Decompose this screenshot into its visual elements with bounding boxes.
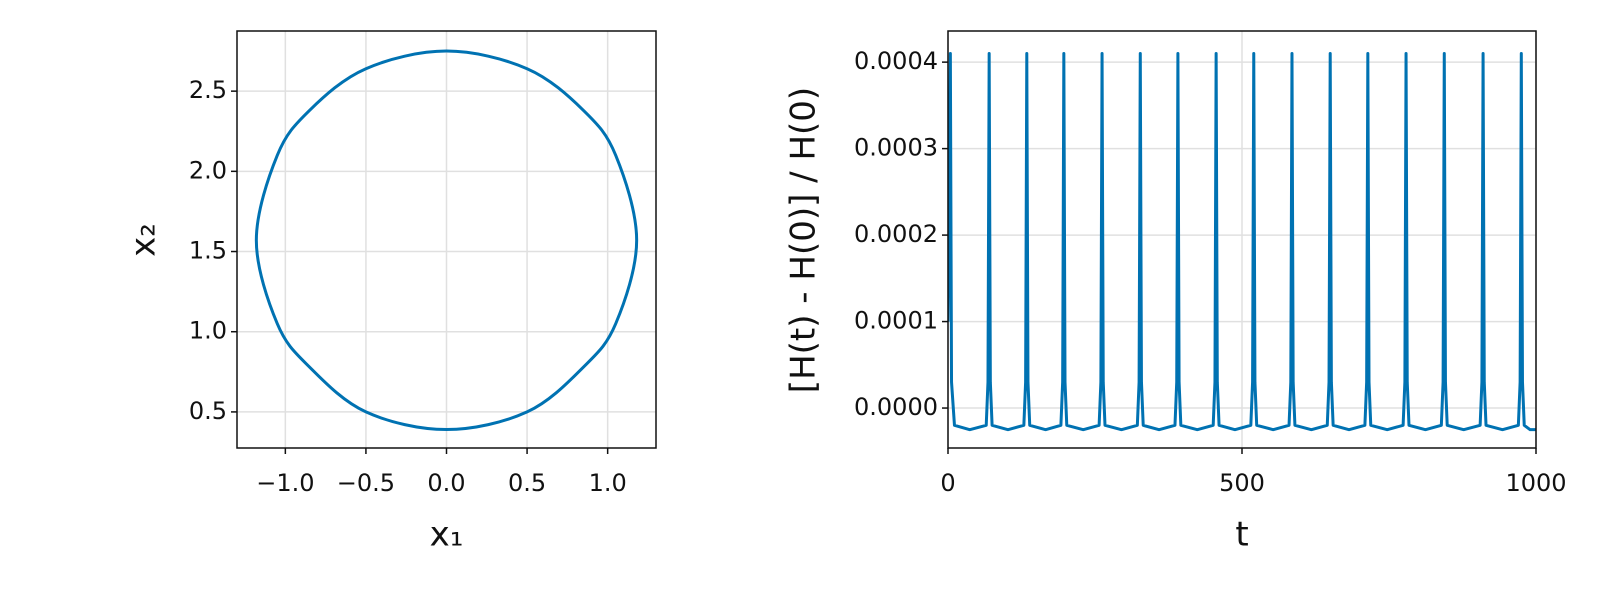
data-line xyxy=(254,49,639,432)
y-tick-label: 2.0 xyxy=(189,156,227,184)
axes-frame xyxy=(236,30,657,449)
axes-frame xyxy=(947,30,1537,449)
x-tick-label: 1.0 xyxy=(589,469,627,497)
x-tick-label: −0.5 xyxy=(337,469,395,497)
x-tick-label: 0 xyxy=(940,469,955,497)
y-tick-label: 0.5 xyxy=(189,397,227,425)
x-axis-label: t xyxy=(1235,515,1248,555)
x-tick-label: 500 xyxy=(1219,469,1265,497)
x-tick-label: 1000 xyxy=(1505,469,1566,497)
data-line xyxy=(948,51,1536,432)
x-tick-label: −1.0 xyxy=(256,469,314,497)
x-axis-label: x₁ xyxy=(430,515,464,555)
y-tick-label: 0.0004 xyxy=(854,47,938,75)
y-tick-label: 1.5 xyxy=(189,237,227,265)
y-tick-label: 0.0000 xyxy=(854,393,938,421)
y-axis-label: [H(t) - H(0)] / H(0) xyxy=(784,87,824,393)
y-tick-label: 0.0002 xyxy=(854,220,938,248)
y-tick-label: 0.0003 xyxy=(854,134,938,162)
x-tick-label: 0.5 xyxy=(508,469,546,497)
y-tick-label: 0.0001 xyxy=(854,307,938,335)
y-axis-label: x₂ xyxy=(124,223,164,257)
plot-area xyxy=(948,51,1536,432)
y-tick-label: 1.0 xyxy=(189,317,227,345)
x-tick-label: 0.0 xyxy=(427,469,465,497)
y-tick-label: 2.5 xyxy=(189,76,227,104)
plot-area xyxy=(254,49,639,432)
